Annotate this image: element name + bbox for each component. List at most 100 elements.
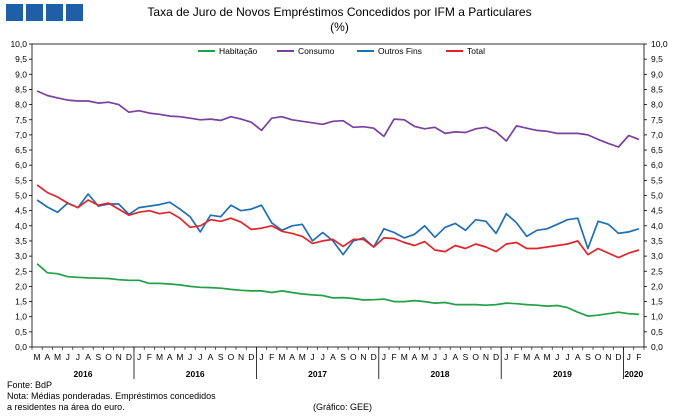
x-tick-label: F [391, 352, 396, 362]
x-tick-label: A [534, 352, 540, 362]
series-line-consumo [36, 90, 640, 148]
series-group [36, 90, 640, 317]
x-tick-label: D [493, 352, 499, 362]
y-tick-label-right: 7,5 [651, 115, 663, 125]
y-tick-label: 9,0 [15, 69, 27, 79]
x-tick-label: J [555, 352, 559, 362]
y-tick-label-right: 7,0 [651, 130, 663, 140]
x-tick-label: M [54, 352, 61, 362]
chart-title-text: Taxa de Juro de Novos Empréstimos Conced… [147, 5, 532, 19]
x-tick-label: A [85, 352, 91, 362]
chart-title: Taxa de Juro de Novos Empréstimos Conced… [0, 5, 679, 35]
x-tick-label: D [371, 352, 377, 362]
x-tick-label: N [360, 352, 366, 362]
year-label: 2018 [431, 369, 450, 379]
y-tick-label: 1,5 [15, 297, 27, 307]
x-tick-label: S [340, 352, 346, 362]
x-tick-label: A [289, 352, 295, 362]
legend: Habitação Consumo Outros Fins Total [198, 46, 485, 56]
x-tick-label: S [585, 352, 591, 362]
x-tick-label: J [504, 352, 508, 362]
plot-border [31, 43, 645, 348]
x-tick-label: A [208, 352, 214, 362]
legend-label: Outros Fins [378, 46, 422, 56]
x-tick-label: F [269, 352, 274, 362]
x-tick-label: J [188, 352, 192, 362]
x-tick-label: D [126, 352, 132, 362]
y-tick-label: 3,0 [15, 251, 27, 261]
y-tick-label: 4,0 [15, 221, 27, 231]
x-tick-label: N [116, 352, 122, 362]
y-tick-label-right: 3,5 [651, 236, 663, 246]
y-tick-label-right: 0,0 [651, 342, 663, 352]
y-tick-label: 4,5 [15, 206, 27, 216]
y-tick-label: 8,0 [15, 100, 27, 110]
year-label: 2016 [74, 369, 93, 379]
x-tick-label: J [310, 352, 314, 362]
y-tick-label: 5,5 [15, 175, 27, 185]
y-tick-label: 2,0 [15, 281, 27, 291]
x-tick-label: J [382, 352, 386, 362]
x-tick-label: J [565, 352, 569, 362]
x-tick-label: D [615, 352, 621, 362]
x-tick-label: A [44, 352, 50, 362]
x-tick-label: M [523, 352, 530, 362]
y-tick-label-right: 3,0 [651, 251, 663, 261]
x-tick-label: F [636, 352, 641, 362]
x-tick-label: J [627, 352, 631, 362]
series-line-habitacao [36, 263, 639, 317]
y-tick-label-right: 1,0 [651, 312, 663, 322]
x-tick-label: N [483, 352, 489, 362]
logo-square [66, 4, 83, 21]
x-tick-label: F [147, 352, 152, 362]
note-line-2: a residentes na área do euro. [7, 402, 125, 412]
y-tick-label: 5,0 [15, 191, 27, 201]
x-tick-label: M [421, 352, 428, 362]
y-tick-label-right: 10,0 [651, 39, 668, 49]
chart-credit: (Gráfico: GEE) [313, 402, 373, 412]
logo-square [46, 4, 63, 21]
y-tick-label: 3,5 [15, 236, 27, 246]
y-tick-label-right: 0,5 [651, 327, 663, 337]
y-tick-label: 0,5 [15, 327, 27, 337]
x-tick-label: A [412, 352, 418, 362]
y-tick-label: 1,0 [15, 312, 27, 322]
y-tick-label-right: 6,0 [651, 160, 663, 170]
x-tick-label: M [176, 352, 183, 362]
x-tick-label: J [321, 352, 325, 362]
logo-square [26, 4, 43, 21]
logo-square [6, 4, 23, 21]
x-tick-label: M [156, 352, 163, 362]
y-axis-left: 0,0 0,5 1,0 1,5 2,0 2,5 3,0 3,5 4,0 4,5 5,0 5,5 6,0 6… [10, 39, 32, 352]
x-tick-label: M [544, 352, 551, 362]
x-tick-label: A [167, 352, 173, 362]
year-label: 2019 [553, 369, 572, 379]
y-tick-label-right: 1,5 [651, 297, 663, 307]
series-line-outros-fins [36, 193, 640, 256]
x-tick-label: A [330, 352, 336, 362]
y-tick-label: 6,5 [15, 145, 27, 155]
y-tick-label-right: 2,5 [651, 266, 663, 276]
y-tick-label-right: 9,0 [651, 69, 663, 79]
y-tick-label: 7,5 [15, 115, 27, 125]
y-tick-label-right: 8,0 [651, 100, 663, 110]
y-tick-label-right: 4,0 [651, 221, 663, 231]
year-label: 2016 [186, 369, 205, 379]
x-tick-label: M [401, 352, 408, 362]
x-tick-label: O [105, 352, 112, 362]
x-tick-label: J [137, 352, 141, 362]
y-tick-label-right: 4,5 [651, 206, 663, 216]
bdp-logo [6, 4, 83, 21]
x-tick-label: N [238, 352, 244, 362]
x-tick-label: O [472, 352, 479, 362]
y-tick-label-right: 6,5 [651, 145, 663, 155]
x-tick-label: A [575, 352, 581, 362]
x-tick-label: J [66, 352, 70, 362]
y-tick-label-right: 8,5 [651, 84, 663, 94]
source-note: Fonte: BdP [7, 380, 53, 390]
y-tick-label: 8,5 [15, 84, 27, 94]
legend-label: Consumo [298, 46, 335, 56]
x-tick-label: A [452, 352, 458, 362]
